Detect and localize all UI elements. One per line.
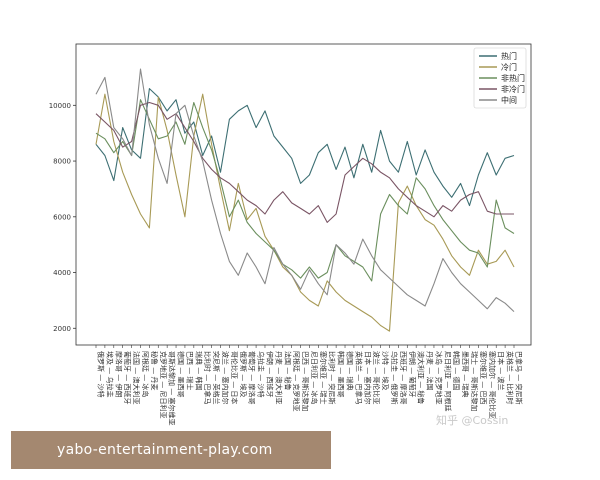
x-tick-label: 沙特 — 埃及	[381, 351, 390, 390]
x-tick-label: 西班牙 — 摩洛哥	[399, 351, 408, 404]
x-tick-label: 克罗地亚 — 尼日利亚	[159, 351, 168, 418]
series-line-2	[95, 99, 515, 282]
legend-label-1: 冷门	[501, 62, 517, 72]
x-tick-label: 葡萄牙 — 西班牙	[123, 351, 132, 404]
x-tick-label: 尼日利亚 — 阿根廷	[443, 351, 452, 411]
x-tick-label: 韩国 — 德国	[452, 351, 461, 390]
x-tick-label: 冰岛 — 克罗地亚	[434, 351, 443, 404]
x-tick-label: 波兰 — 哥伦比亚	[372, 351, 381, 404]
x-tick-label: 伊朗 — 西班牙	[265, 351, 274, 397]
x-tick-label: 法国 — 秘鲁	[283, 351, 292, 390]
series-line-0	[95, 88, 515, 207]
x-tick-label: 比利时 — 突尼斯	[328, 351, 337, 404]
x-tick-label: 哥斯达黎加 — 塞尔维亚	[168, 351, 177, 425]
x-tick-label: 葡萄牙 — 摩洛哥	[248, 351, 257, 404]
x-tick-label: 墨西哥 — 瑞典	[461, 351, 470, 397]
plot-frame	[75, 43, 532, 346]
x-tick-label: 乌拉圭 — 俄罗斯	[390, 351, 399, 404]
x-tick-label: 德国 — 墨西哥	[177, 351, 186, 397]
x-tick-label: 塞尔维亚 — 瑞士	[319, 351, 328, 404]
x-tick-label: 伊朗 — 葡萄牙	[408, 351, 417, 397]
x-tick-label: 丹麦 — 澳大利亚	[274, 351, 283, 404]
x-tick-label: 阿根廷 — 冰岛	[141, 351, 150, 397]
x-tick-label: 乌拉圭 — 沙特	[257, 351, 266, 397]
watermark: 知乎 @Cossin	[436, 414, 509, 427]
legend-label-4: 中间	[501, 95, 517, 105]
legend-label-2: 非热门	[501, 73, 525, 83]
x-tick-label: 俄罗斯 — 沙特	[97, 351, 106, 397]
y-tick-label: 6000	[53, 213, 71, 221]
x-tick-label: 尼日利亚 — 冰岛	[310, 351, 319, 404]
x-tick-label: 巴西 — 哥斯达黎加	[301, 351, 310, 411]
legend-label-3: 非冷门	[501, 84, 525, 94]
legend-label-0: 热门	[501, 51, 517, 61]
x-tick-label: 巴西 — 瑞士	[185, 351, 194, 390]
series-lines	[95, 68, 515, 332]
y-axis: 2000 4000 6000 8000 10000	[49, 102, 76, 333]
x-tick-label: 俄罗斯 — 埃及	[239, 351, 248, 397]
x-tick-label: 英格兰 — 巴拿马	[354, 351, 363, 404]
y-tick-label: 4000	[53, 269, 71, 277]
y-tick-label: 8000	[53, 158, 71, 166]
x-tick-label: 比利时 — 巴拿马	[203, 351, 212, 404]
x-tick-label: 丹麦 — 法国	[426, 351, 435, 390]
series-line-1	[95, 93, 515, 332]
x-axis: 俄罗斯 — 沙特 埃及 — 乌拉圭 摩洛哥 — 伊朗 葡萄牙 — 西班牙 法国 — 澳大…	[95, 345, 524, 425]
x-tick-label: 瑞典 — 韩国	[194, 351, 203, 390]
x-tick-label: 埃及 — 乌拉圭	[105, 351, 114, 397]
x-tick-label: 法国 — 澳大利亚	[132, 351, 141, 404]
x-tick-label: 日本 — 波兰	[497, 351, 506, 390]
series-line-4	[95, 68, 515, 312]
y-tick-label: 2000	[53, 325, 71, 333]
x-tick-label: 瑞士 — 哥斯达黎加	[470, 351, 479, 411]
x-tick-label: 阿根廷 — 克罗地亚	[292, 351, 301, 411]
x-tick-label: 秘鲁 — 丹麦	[150, 351, 159, 390]
x-tick-label: 塞尔维亚 — 巴西	[479, 351, 488, 404]
x-tick-label: 巴拿马 — 突尼斯	[515, 351, 524, 404]
x-tick-label: 突尼斯 — 英格兰	[212, 351, 221, 404]
site-banner[interactable]: yabo-entertainment-play.com	[11, 431, 331, 469]
x-tick-label: 日本 — 塞内加尔	[363, 351, 372, 404]
x-tick-label: 英格兰 — 比利时	[506, 351, 515, 404]
series-line-3	[95, 101, 514, 223]
x-tick-label: 韩国 — 墨西哥	[337, 351, 346, 397]
x-tick-label: 哥伦比亚 — 日本	[230, 351, 239, 404]
legend-box	[473, 47, 527, 109]
x-tick-label: 澳大利亚 — 秘鲁	[417, 351, 426, 404]
x-tick-label: 波兰 — 塞内加尔	[221, 351, 230, 404]
x-tick-label: 德国 — 瑞典	[346, 351, 355, 390]
x-tick-label: 塞内加尔 — 哥伦比亚	[488, 351, 497, 418]
x-tick-label: 摩洛哥 — 伊朗	[114, 351, 123, 397]
y-tick-label: 10000	[49, 102, 71, 110]
